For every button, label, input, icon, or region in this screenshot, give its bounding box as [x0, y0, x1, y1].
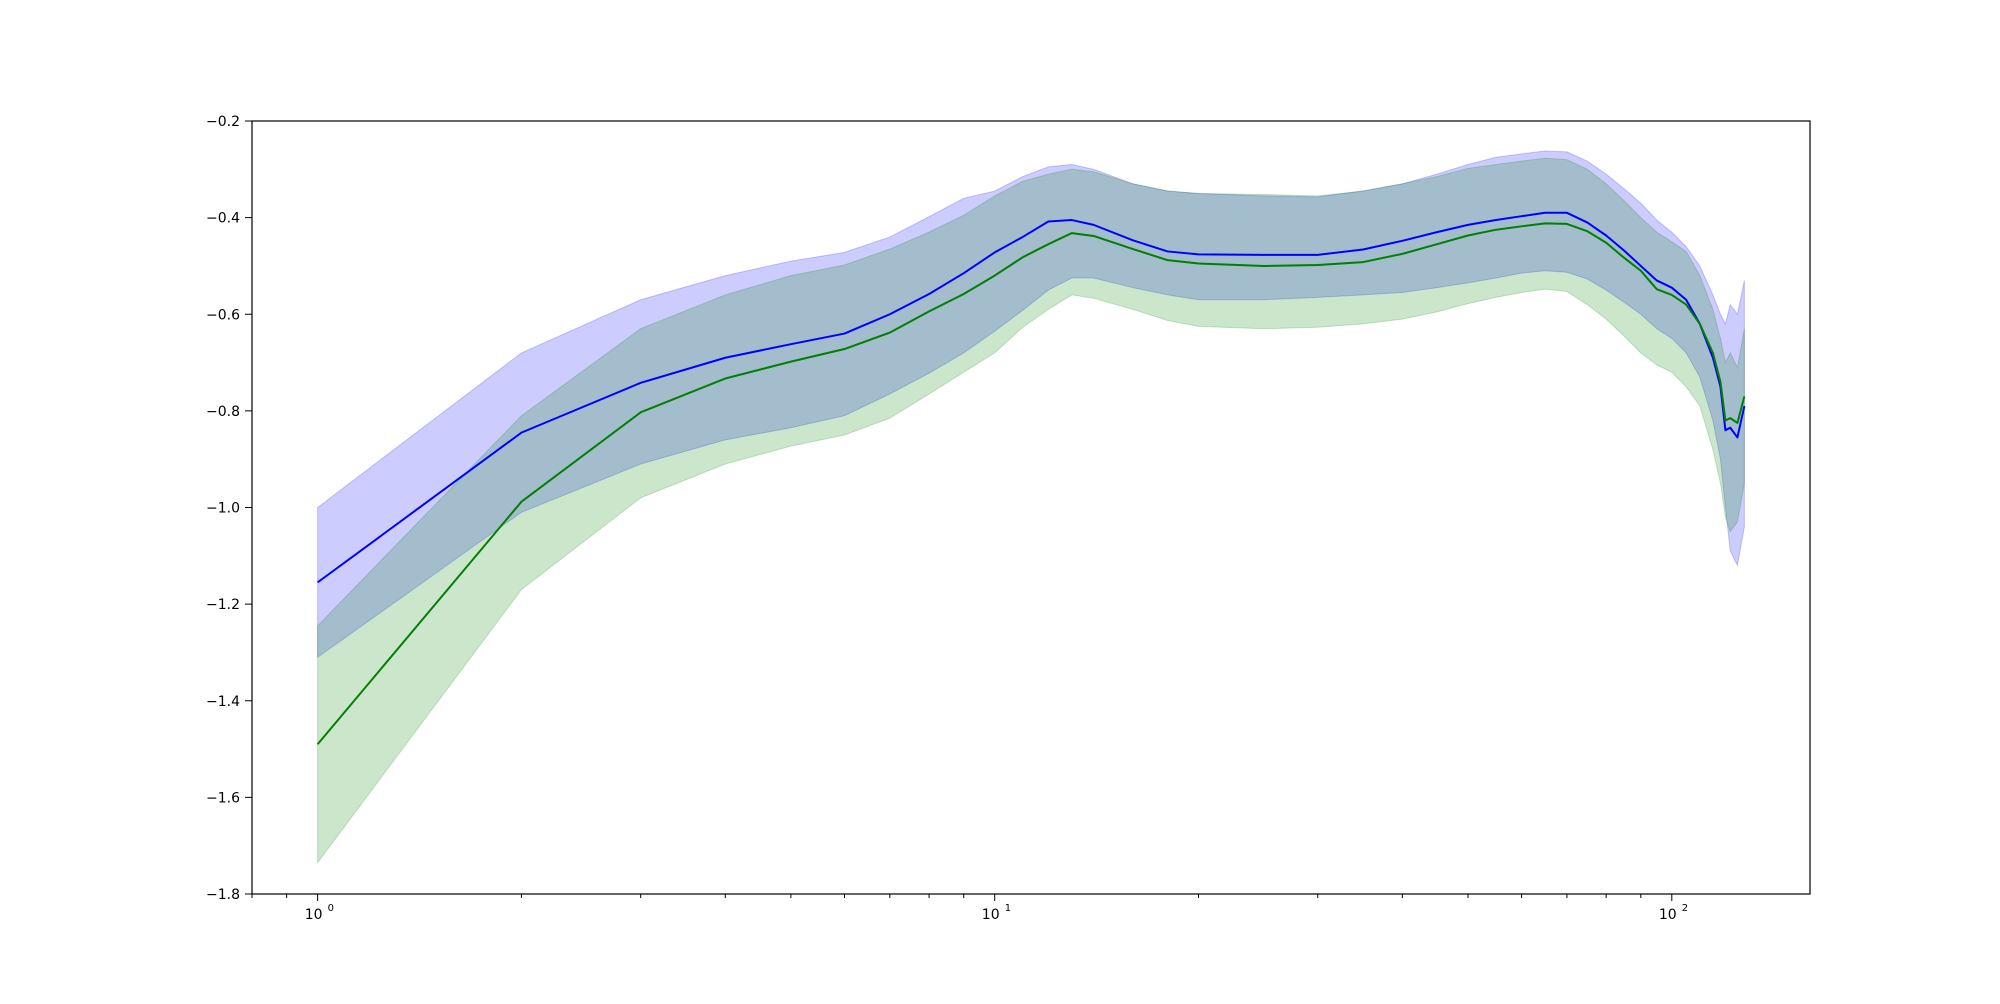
confidence-band-1 [317, 150, 1745, 659]
x-tick-label-exponent: 1 [1005, 903, 1011, 914]
y-tick-label: −0.6 [206, 307, 240, 323]
x-tick-label: 10 [1659, 907, 1677, 923]
y-tick-label: −1.8 [206, 887, 240, 903]
series-line-2 [316, 222, 1746, 745]
series-line-1 [317, 211, 1746, 584]
y-axis-ticks: −1.8 −1.6 −1.4 −1.2 −1.0 −0.8 −0.6 −0.4 −0.2 [206, 114, 252, 903]
y-tick-label: −0.2 [206, 114, 240, 130]
y-tick-label: −0.8 [206, 404, 240, 420]
x-tick-label-exponent: 0 [328, 903, 334, 914]
y-tick-label: −1.4 [206, 694, 240, 710]
y-tick-label: −0.4 [206, 211, 240, 227]
y-tick-label: −1.2 [206, 597, 240, 613]
confidence-bands [317, 150, 1745, 865]
confidence-band-2 [317, 157, 1745, 865]
x-tick-label: 10 [982, 907, 1000, 923]
x-axis-ticks: 10 0 10 1 10 2 [251, 894, 1688, 923]
y-tick-label: −1.0 [206, 501, 240, 517]
series-lines [316, 211, 1746, 745]
x-tick-label: 10 [305, 907, 323, 923]
x-tick-label-exponent: 2 [1682, 903, 1688, 914]
y-tick-label: −1.6 [206, 790, 240, 806]
